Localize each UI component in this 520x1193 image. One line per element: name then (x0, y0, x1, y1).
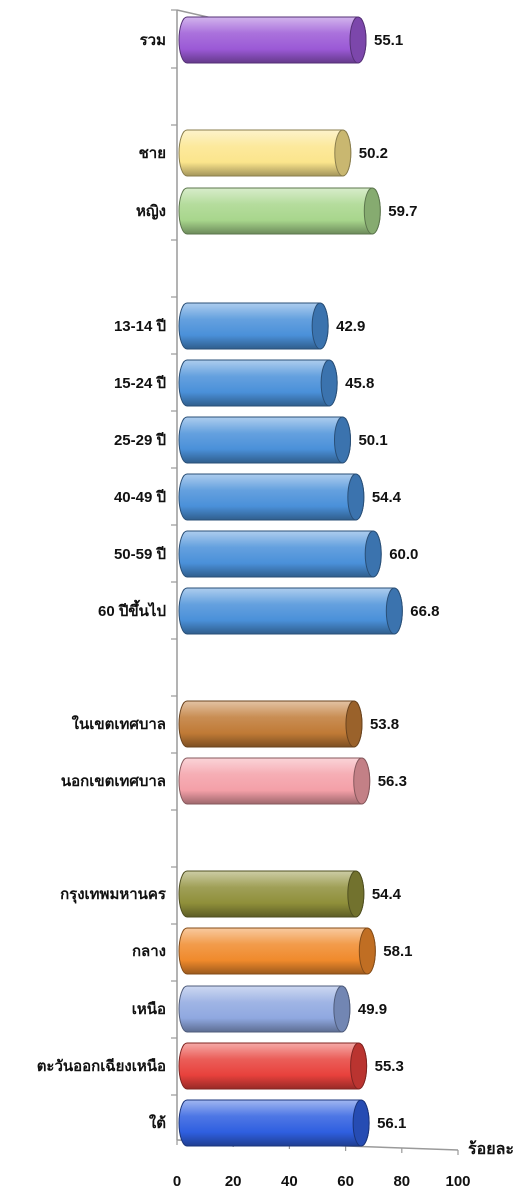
bar-end-cap (385, 587, 403, 635)
category-label: 25-29 ปี (114, 432, 166, 449)
bar-value-label: 59.7 (388, 203, 417, 220)
bar-3 (178, 187, 381, 235)
category-label: กลาง (132, 943, 166, 960)
bar-value-label: 55.3 (375, 1058, 404, 1075)
bar-end-cap (358, 927, 376, 975)
bar-body (178, 1042, 368, 1090)
bar-end-cap (350, 1042, 368, 1090)
bar-value-label: 66.8 (410, 603, 439, 620)
bar-body (178, 530, 382, 578)
bar-value-label: 60.0 (389, 546, 418, 563)
bar-body (178, 302, 329, 350)
bar-16 (178, 1099, 370, 1147)
bar-value-label: 58.1 (383, 943, 412, 960)
bar-body (178, 700, 363, 748)
category-label: รวม (140, 32, 166, 49)
bar-body (178, 757, 371, 805)
category-label: 15-24 ปี (114, 375, 166, 392)
x-tick-label: 20 (225, 1173, 242, 1190)
bar-value-label: 50.2 (359, 145, 388, 162)
category-label: ตะวันออกเฉียงเหนือ (37, 1058, 166, 1075)
bar-8 (178, 530, 382, 578)
bar-15 (178, 1042, 368, 1090)
bar-10 (178, 700, 363, 748)
bar-value-label: 54.4 (372, 886, 402, 903)
bar-1 (178, 16, 367, 64)
bar-end-cap (347, 870, 365, 918)
bar-value-label: 42.9 (336, 318, 365, 335)
bar-value-label: 56.1 (377, 1115, 406, 1132)
bar-end-cap (320, 359, 338, 407)
bar-end-cap (334, 129, 352, 177)
chart-bars (178, 16, 403, 1147)
bar-value-label: 53.8 (370, 716, 399, 733)
bar-body (178, 927, 376, 975)
category-label: นอกเขตเทศบาล (61, 773, 166, 790)
bar-value-label: 54.4 (372, 489, 402, 506)
category-label: เหนือ (132, 1001, 166, 1018)
bar-value-label: 45.8 (345, 375, 374, 392)
bar-body (178, 359, 338, 407)
bar-body (178, 985, 351, 1033)
bar-2 (178, 129, 352, 177)
bar-value-label: 55.1 (374, 32, 403, 49)
category-label: ชาย (139, 145, 166, 162)
bar-end-cap (349, 16, 367, 64)
bar-body (178, 129, 352, 177)
x-tick-label: 80 (393, 1173, 410, 1190)
category-label: 60 ปีขึ้นไป (98, 599, 166, 620)
bar-value-label: 50.1 (358, 432, 387, 449)
category-label: หญิง (136, 202, 166, 220)
category-label: 13-14 ปี (114, 318, 166, 335)
bar-end-cap (333, 416, 351, 464)
bar-value-label: 56.3 (378, 773, 407, 790)
category-label: ใต้ (149, 1114, 166, 1132)
bar-end-cap (333, 985, 351, 1033)
bar-4 (178, 302, 329, 350)
bar-13 (178, 927, 376, 975)
bar-6 (178, 416, 351, 464)
category-label: 50-59 ปี (114, 546, 166, 563)
bar-11 (178, 757, 371, 805)
bar-body (178, 870, 365, 918)
bar-12 (178, 870, 365, 918)
bar-5 (178, 359, 338, 407)
bar-end-cap (347, 473, 365, 521)
bar-end-cap (345, 700, 363, 748)
bar-body (178, 416, 351, 464)
category-label: ในเขตเทศบาล (72, 715, 166, 733)
bar-body (178, 587, 403, 635)
x-tick-label: 40 (281, 1173, 298, 1190)
category-label: กรุงเทพมหานคร (60, 886, 167, 904)
bar-end-cap (363, 187, 381, 235)
category-label: 40-49 ปี (114, 489, 166, 506)
bar-body (178, 473, 365, 521)
x-axis-unit-label: ร้อยละ (468, 1140, 514, 1158)
bar-body (178, 16, 367, 64)
bar-value-label: 49.9 (358, 1001, 387, 1018)
bar-end-cap (353, 757, 371, 805)
bar-body (178, 187, 381, 235)
bar-9 (178, 587, 403, 635)
bar-7 (178, 473, 365, 521)
bar-body (178, 1099, 370, 1147)
x-tick-label: 0 (173, 1173, 181, 1190)
x-tick-label: 60 (337, 1173, 354, 1190)
bar-end-cap (311, 302, 329, 350)
chart-labels: 55.1 รวม 50.2 ชาย 59.7 หญิง 42.9 13-14 ปี 45.8 15… (37, 32, 440, 1132)
x-tick-label: 100 (445, 1173, 470, 1190)
bar-end-cap (352, 1099, 370, 1147)
bar-14 (178, 985, 351, 1033)
bar-end-cap (364, 530, 382, 578)
